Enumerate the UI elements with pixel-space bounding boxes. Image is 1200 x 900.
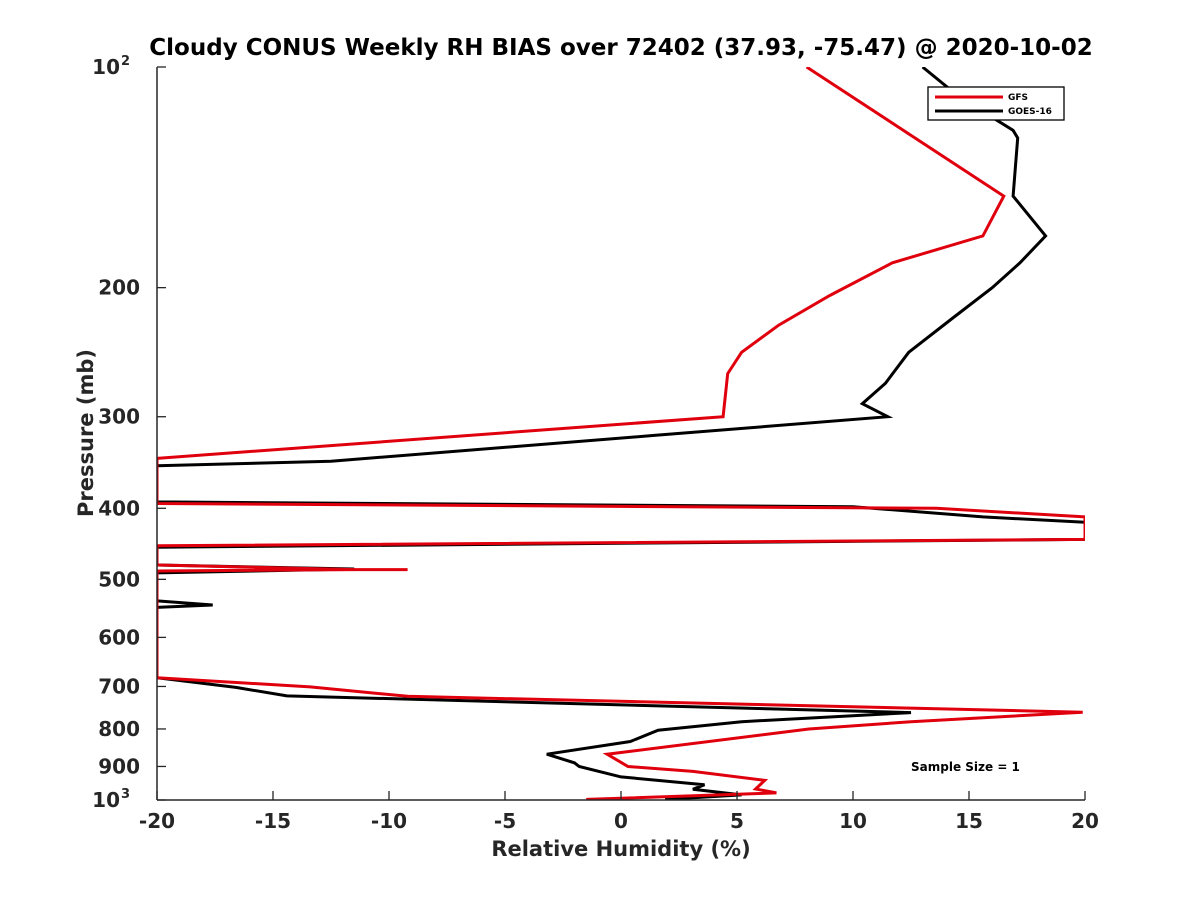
x-tick-label: -10 [371,809,407,833]
legend-box [927,86,1065,121]
series-line-gfs [157,67,1085,800]
sample-size-annotation: Sample Size = 1 [911,760,1020,774]
x-tick-label: 15 [955,809,983,833]
axes [156,67,1085,801]
y-tick-label-exponent: 3 [121,787,130,802]
x-tick-label: 10 [839,809,867,833]
x-axis-label: Relative Humidity (%) [491,837,750,861]
series-line-goes16 [157,67,1085,800]
chart-title: Cloudy CONUS Weekly RH BIAS over 72402 (… [149,35,1092,61]
y-tick-label: 400 [98,496,140,520]
y-tick-label: 700 [98,674,140,698]
x-tick-label: 5 [730,809,744,833]
y-tick-label: 200 [98,276,140,300]
legend-label-gfs: GFS [1008,93,1028,103]
y-tick-label: 500 [98,567,140,591]
y-tick-label: 800 [98,717,140,741]
y-tick-label: 900 [98,754,140,778]
x-tick-label: -20 [139,809,175,833]
x-ticks: -20 -15 -10 -5 0 5 10 15 20 [139,791,1099,833]
y-tick-label-base: 10 [92,55,120,79]
x-tick-label: -15 [255,809,291,833]
y-axis-label: Pressure (mb) [74,349,98,517]
y-tick-label-exponent: 2 [121,54,130,69]
plot-series [157,67,1085,800]
x-tick-label: -5 [494,809,516,833]
legend-label-goes16: GOES-16 [1008,107,1052,117]
x-tick-label: 20 [1071,809,1099,833]
y-tick-label-base: 10 [92,788,120,812]
y-tick-label: 300 [98,405,140,429]
x-tick-label: 0 [614,809,628,833]
legend: GFS GOES-16 [927,86,1065,121]
y-tick-label: 600 [98,625,140,649]
